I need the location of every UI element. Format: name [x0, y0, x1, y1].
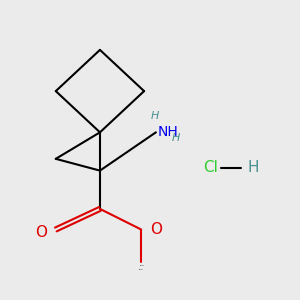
Text: NH: NH — [158, 125, 178, 139]
Text: H: H — [172, 133, 180, 142]
Text: O: O — [150, 222, 162, 237]
Text: H: H — [247, 160, 259, 175]
Text: O: O — [35, 225, 47, 240]
Text: H: H — [150, 111, 159, 121]
Text: methyl: methyl — [139, 269, 144, 271]
Text: methyl: methyl — [140, 265, 145, 266]
Text: Cl: Cl — [203, 160, 218, 175]
